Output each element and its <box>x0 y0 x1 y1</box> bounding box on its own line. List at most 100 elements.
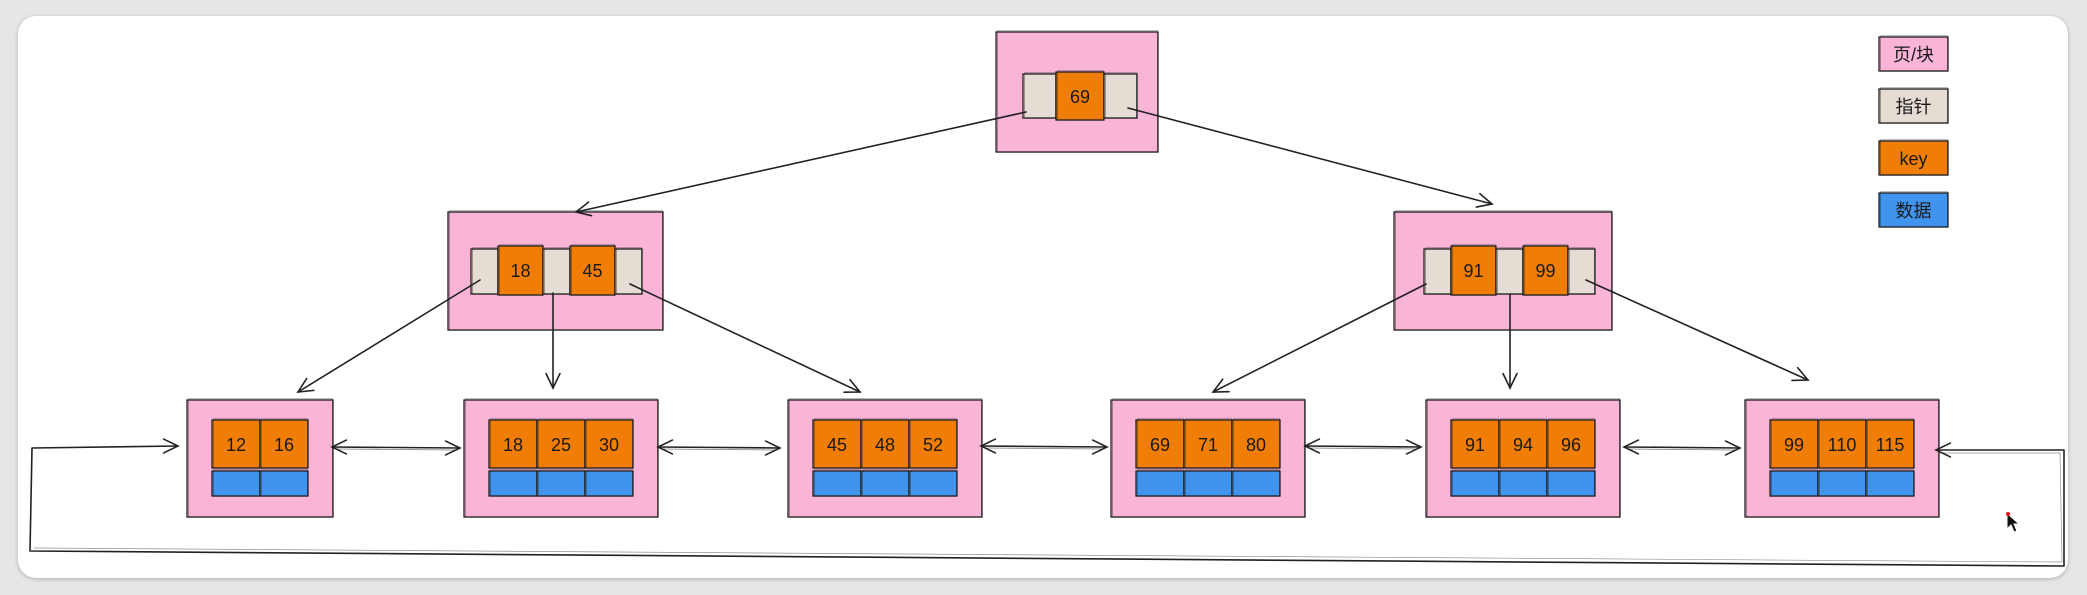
edge-arrow <box>1585 279 1810 382</box>
leaf-link-arrow <box>1622 439 1742 456</box>
pointer-slot <box>542 247 571 295</box>
key-label: 80 <box>1246 435 1266 455</box>
wraparound-link-arrow <box>29 438 2065 567</box>
legend-item: 指针 <box>1878 87 1949 124</box>
data-slot <box>1498 469 1548 497</box>
legend-label: key <box>1899 149 1927 169</box>
key-label: 99 <box>1535 261 1555 281</box>
key-label: 52 <box>923 435 943 455</box>
key-slot <box>584 418 634 469</box>
legend-label: 指针 <box>1896 97 1932 117</box>
data-slot <box>259 469 309 497</box>
key-slot <box>1055 70 1105 121</box>
edge-arrow <box>1211 283 1427 393</box>
legend-swatch <box>1878 191 1949 228</box>
data-slot <box>1865 469 1915 497</box>
data-slot <box>584 469 634 497</box>
leaf-node: 91 94 96 <box>1425 398 1621 518</box>
key-slot <box>211 418 261 469</box>
key-label: 94 <box>1513 435 1533 455</box>
data-slot <box>536 469 586 497</box>
legend: 页/块指针 key 数据 <box>1878 35 1949 228</box>
legend-label: 数据 <box>1896 201 1932 221</box>
legend-label: 页/块 <box>1893 45 1934 65</box>
key-label: 25 <box>551 435 571 455</box>
pointer-slot <box>1567 247 1596 295</box>
legend-item: 数据 <box>1878 191 1949 228</box>
key-slot <box>860 418 910 469</box>
leaf-node: 99 110 115 <box>1744 398 1940 518</box>
pointer-slot <box>614 247 643 295</box>
legend-swatch <box>1878 87 1949 124</box>
leaf-link-arrow <box>330 439 462 456</box>
key-slot <box>1865 418 1915 469</box>
key-label: 115 <box>1876 435 1905 455</box>
key-slot <box>1231 418 1281 469</box>
pointer-slot <box>470 247 499 295</box>
key-slot <box>1522 244 1569 296</box>
pointer-slot <box>1495 247 1524 295</box>
legend-swatch <box>1878 35 1949 72</box>
edge-arrow <box>629 283 862 393</box>
internal-node: 18 45 <box>447 210 664 331</box>
data-slot <box>488 469 538 497</box>
data-slot <box>1135 469 1185 497</box>
key-slot <box>1817 418 1867 469</box>
leaf-node: 45 48 52 <box>787 398 983 518</box>
key-label: 91 <box>1463 261 1483 281</box>
pointer-slot <box>1022 72 1057 119</box>
key-slot <box>1450 244 1497 296</box>
key-slot <box>1546 418 1596 469</box>
pointer-slot <box>1423 247 1452 295</box>
leaf-link-arrow <box>656 439 782 456</box>
leaf-link-arrow <box>979 438 1109 455</box>
data-slot <box>1546 469 1596 497</box>
edge-arrow <box>545 292 561 390</box>
legend-swatch <box>1878 139 1949 176</box>
legend-item: 页/块 <box>1878 35 1949 72</box>
leaf-link-arrow <box>1303 438 1423 455</box>
key-label: 69 <box>1150 435 1170 455</box>
key-label: 18 <box>510 261 530 281</box>
edge-arrow <box>1127 107 1494 208</box>
edge-arrow <box>296 279 481 393</box>
data-slot <box>1183 469 1233 497</box>
data-slot <box>860 469 910 497</box>
data-slot <box>812 469 862 497</box>
legend-item: key <box>1878 139 1949 176</box>
key-label: 99 <box>1784 435 1804 455</box>
key-slot <box>259 418 309 469</box>
key-label: 48 <box>875 435 895 455</box>
key-label: 91 <box>1465 435 1485 455</box>
key-label: 45 <box>827 435 847 455</box>
pointer-slot <box>1103 72 1138 119</box>
leaf-node: 12 16 <box>186 398 334 518</box>
edge-arrow <box>1502 293 1518 390</box>
key-label: 12 <box>226 435 246 455</box>
leaf-node: 18 25 30 <box>463 398 659 518</box>
key-label: 71 <box>1198 435 1218 455</box>
key-slot <box>488 418 538 469</box>
data-slot <box>1769 469 1819 497</box>
key-label: 69 <box>1070 87 1090 107</box>
diagram-canvas: 69 18 45 91 99 12 16 18 25 30 45 48 52 69 71 80 91 94 96 99… <box>18 16 2068 578</box>
key-label: 45 <box>582 261 602 281</box>
data-slot <box>1231 469 1281 497</box>
key-label: 110 <box>1828 435 1857 455</box>
key-label: 16 <box>274 435 294 455</box>
leaf-node: 69 71 80 <box>1110 398 1306 518</box>
key-slot <box>569 244 616 296</box>
edge-arrow <box>574 111 1027 217</box>
data-slot <box>1817 469 1867 497</box>
key-slot <box>908 418 958 469</box>
mouse-cursor-icon <box>2006 512 2021 533</box>
key-label: 30 <box>599 435 619 455</box>
data-slot <box>1450 469 1500 497</box>
key-label: 96 <box>1561 435 1581 455</box>
data-slot <box>211 469 261 497</box>
internal-node: 91 99 <box>1393 210 1613 331</box>
key-label: 18 <box>503 435 523 455</box>
key-slot <box>812 418 862 469</box>
data-slot <box>908 469 958 497</box>
